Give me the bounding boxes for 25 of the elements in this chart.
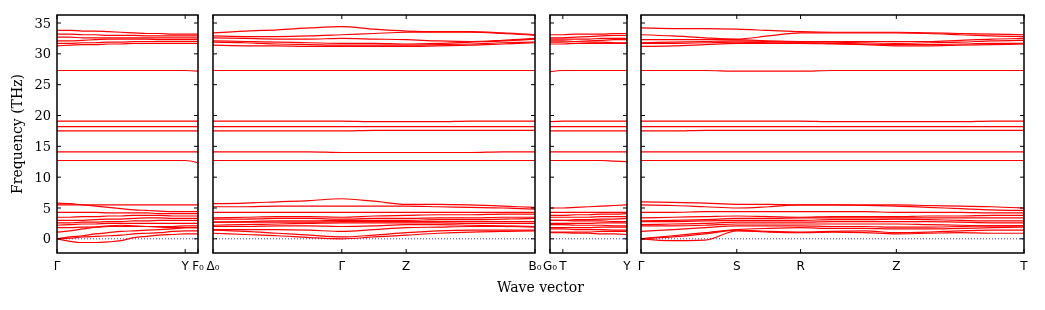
x-tick-label: Y — [180, 259, 190, 273]
y-tick-label: 0 — [42, 231, 51, 247]
y-tick-label: 15 — [34, 138, 51, 154]
y-tick-label: 20 — [34, 108, 51, 124]
x-tick-label: Z — [402, 259, 411, 273]
x-tick-label: B₀ — [528, 259, 542, 273]
y-tick-label: 25 — [34, 77, 51, 93]
x-tick-label: S — [732, 259, 741, 273]
x-tick-label: Γ — [53, 259, 61, 273]
x-tick-label: Γ — [637, 259, 645, 273]
x-tick-label: F₀ — [192, 259, 205, 273]
x-tick-label: T — [558, 259, 568, 273]
x-tick-label: T — [1019, 259, 1029, 273]
x-axis-title: Wave vector — [497, 279, 585, 295]
y-tick-label: 35 — [34, 15, 51, 31]
y-tick-label: 5 — [42, 200, 51, 216]
x-tick-label: Z — [892, 259, 901, 273]
y-axis-title: Frequency (THz) — [9, 73, 25, 195]
x-tick-label: Δ₀ — [206, 259, 220, 273]
x-tick-label: Γ — [338, 259, 346, 273]
x-tick-label: G₀ — [542, 259, 558, 273]
y-tick-label: 10 — [34, 169, 51, 185]
x-tick-label: R — [796, 259, 805, 273]
x-tick-label: Y — [622, 259, 632, 273]
y-tick-label: 30 — [34, 46, 51, 62]
